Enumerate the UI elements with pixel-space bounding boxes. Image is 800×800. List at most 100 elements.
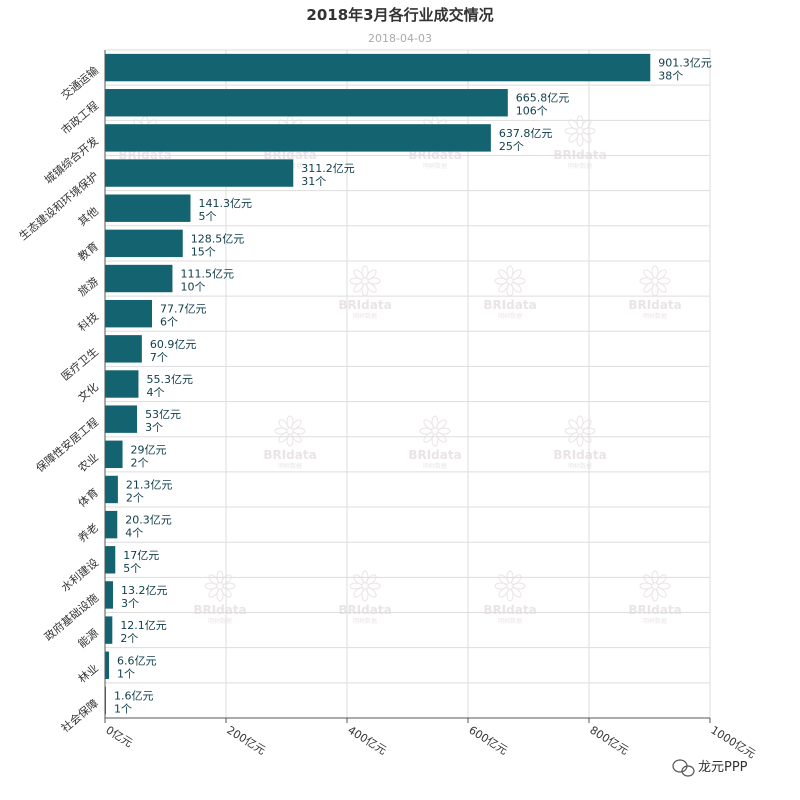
category-label: 教育 [75,239,101,264]
watermark-subtext: 明树数据 [498,617,522,625]
watermark-subtext: 明树数据 [643,312,667,320]
wechat-icon [672,759,695,777]
category-label: 水利建设 [58,555,101,594]
x-tick-label: 1000亿元 [708,724,757,762]
watermark-text: BRIdata [408,448,461,462]
data-label-value: 637.8亿元 [499,127,553,140]
category-label: 养老 [75,520,101,545]
bar [105,581,113,609]
data-label-count: 31个 [301,175,326,188]
bar [105,299,153,328]
category-label: 农业 [75,450,101,475]
x-tick-label: 800亿元 [587,724,630,758]
category-label: 林业 [75,661,101,686]
data-label-count: 25个 [499,140,524,153]
x-tick-label: 200亿元 [224,724,267,758]
bar [105,440,123,469]
bar [105,53,651,82]
data-label-value: 1.6亿元 [114,689,154,702]
data-label-count: 7个 [150,351,168,364]
data-label-value: 665.8亿元 [516,92,570,105]
bar [105,124,491,152]
bar [105,264,173,293]
data-label-count: 5个 [123,562,141,575]
chart-title: 2018年3月各行业成交情况 [306,6,493,24]
data-label-value: 29亿元 [131,443,167,456]
data-label-value: 111.5亿元 [180,268,234,281]
data-label-value: 20.3亿元 [125,514,171,527]
watermark-text: BRIdata [483,298,536,312]
bar [105,510,118,539]
category-label: 市政工程 [58,98,101,137]
data-label-value: 901.3亿元 [658,57,712,70]
data-label-value: 77.7亿元 [160,303,207,316]
data-label-count: 3个 [121,597,139,610]
watermark-text: BRIdata [193,603,246,617]
data-label-count: 4个 [125,527,143,540]
data-label-count: 1个 [114,702,132,715]
category-label: 旅游 [75,274,101,299]
category-label: 文化 [75,380,101,405]
category-label: 医疗卫生 [58,344,101,383]
bar [105,370,139,398]
data-label-value: 141.3亿元 [198,197,252,210]
category-label: 科技 [75,309,101,334]
data-label-value: 12.1亿元 [120,619,166,632]
data-label-count: 3个 [145,421,163,434]
bar [105,616,113,644]
watermark-text: BRIdata [338,603,391,617]
category-label: 交通运输 [58,63,101,102]
watermark-subtext: 明树数据 [498,312,522,320]
chart-subtitle: 2018-04-03 [368,32,432,45]
watermark-subtext: 明树数据 [423,162,447,170]
data-label-count: 2个 [120,632,138,645]
bar [105,475,118,504]
category-label: 社会保障 [58,696,101,735]
data-label-value: 53亿元 [145,408,181,421]
x-tick-label: 0亿元 [103,724,134,750]
x-tick-label: 600亿元 [466,724,509,758]
bar [105,651,109,679]
bar [105,159,294,187]
watermark-subtext: 明树数据 [353,312,377,320]
data-label-count: 10个 [180,281,205,294]
footer-logo: 龙元PPP [672,759,748,777]
data-label-count: 4个 [146,386,164,399]
data-label-count: 2个 [131,456,149,469]
watermark-text: BRIdata [553,448,606,462]
bar [105,546,116,574]
category-label: 其他 [76,205,101,229]
watermark-subtext: 明树数据 [643,617,667,625]
x-tick-label: 400亿元 [345,724,388,758]
data-label-count: 6个 [160,316,178,329]
watermark-layer: BRIdata明树数据BRIdata明树数据BRIdata明树数据BRIdata… [118,115,682,625]
data-label-count: 38个 [658,70,683,83]
data-label-value: 60.9亿元 [150,338,197,351]
data-label-value: 55.3亿元 [146,373,193,386]
bar [105,229,183,258]
data-label-count: 1个 [117,667,135,680]
data-label-value: 17亿元 [123,549,159,562]
data-label-count: 5个 [198,210,216,223]
category-label: 体育 [75,485,101,510]
data-label-value: 13.2亿元 [121,584,167,597]
watermark-text: BRIdata [483,603,536,617]
watermark-text: BRIdata [263,448,316,462]
watermark-subtext: 明树数据 [423,462,447,470]
watermark-text: BRIdata [628,298,681,312]
data-label-value: 128.5亿元 [191,232,245,245]
bar [105,89,508,117]
watermark-text: BRIdata [338,298,391,312]
